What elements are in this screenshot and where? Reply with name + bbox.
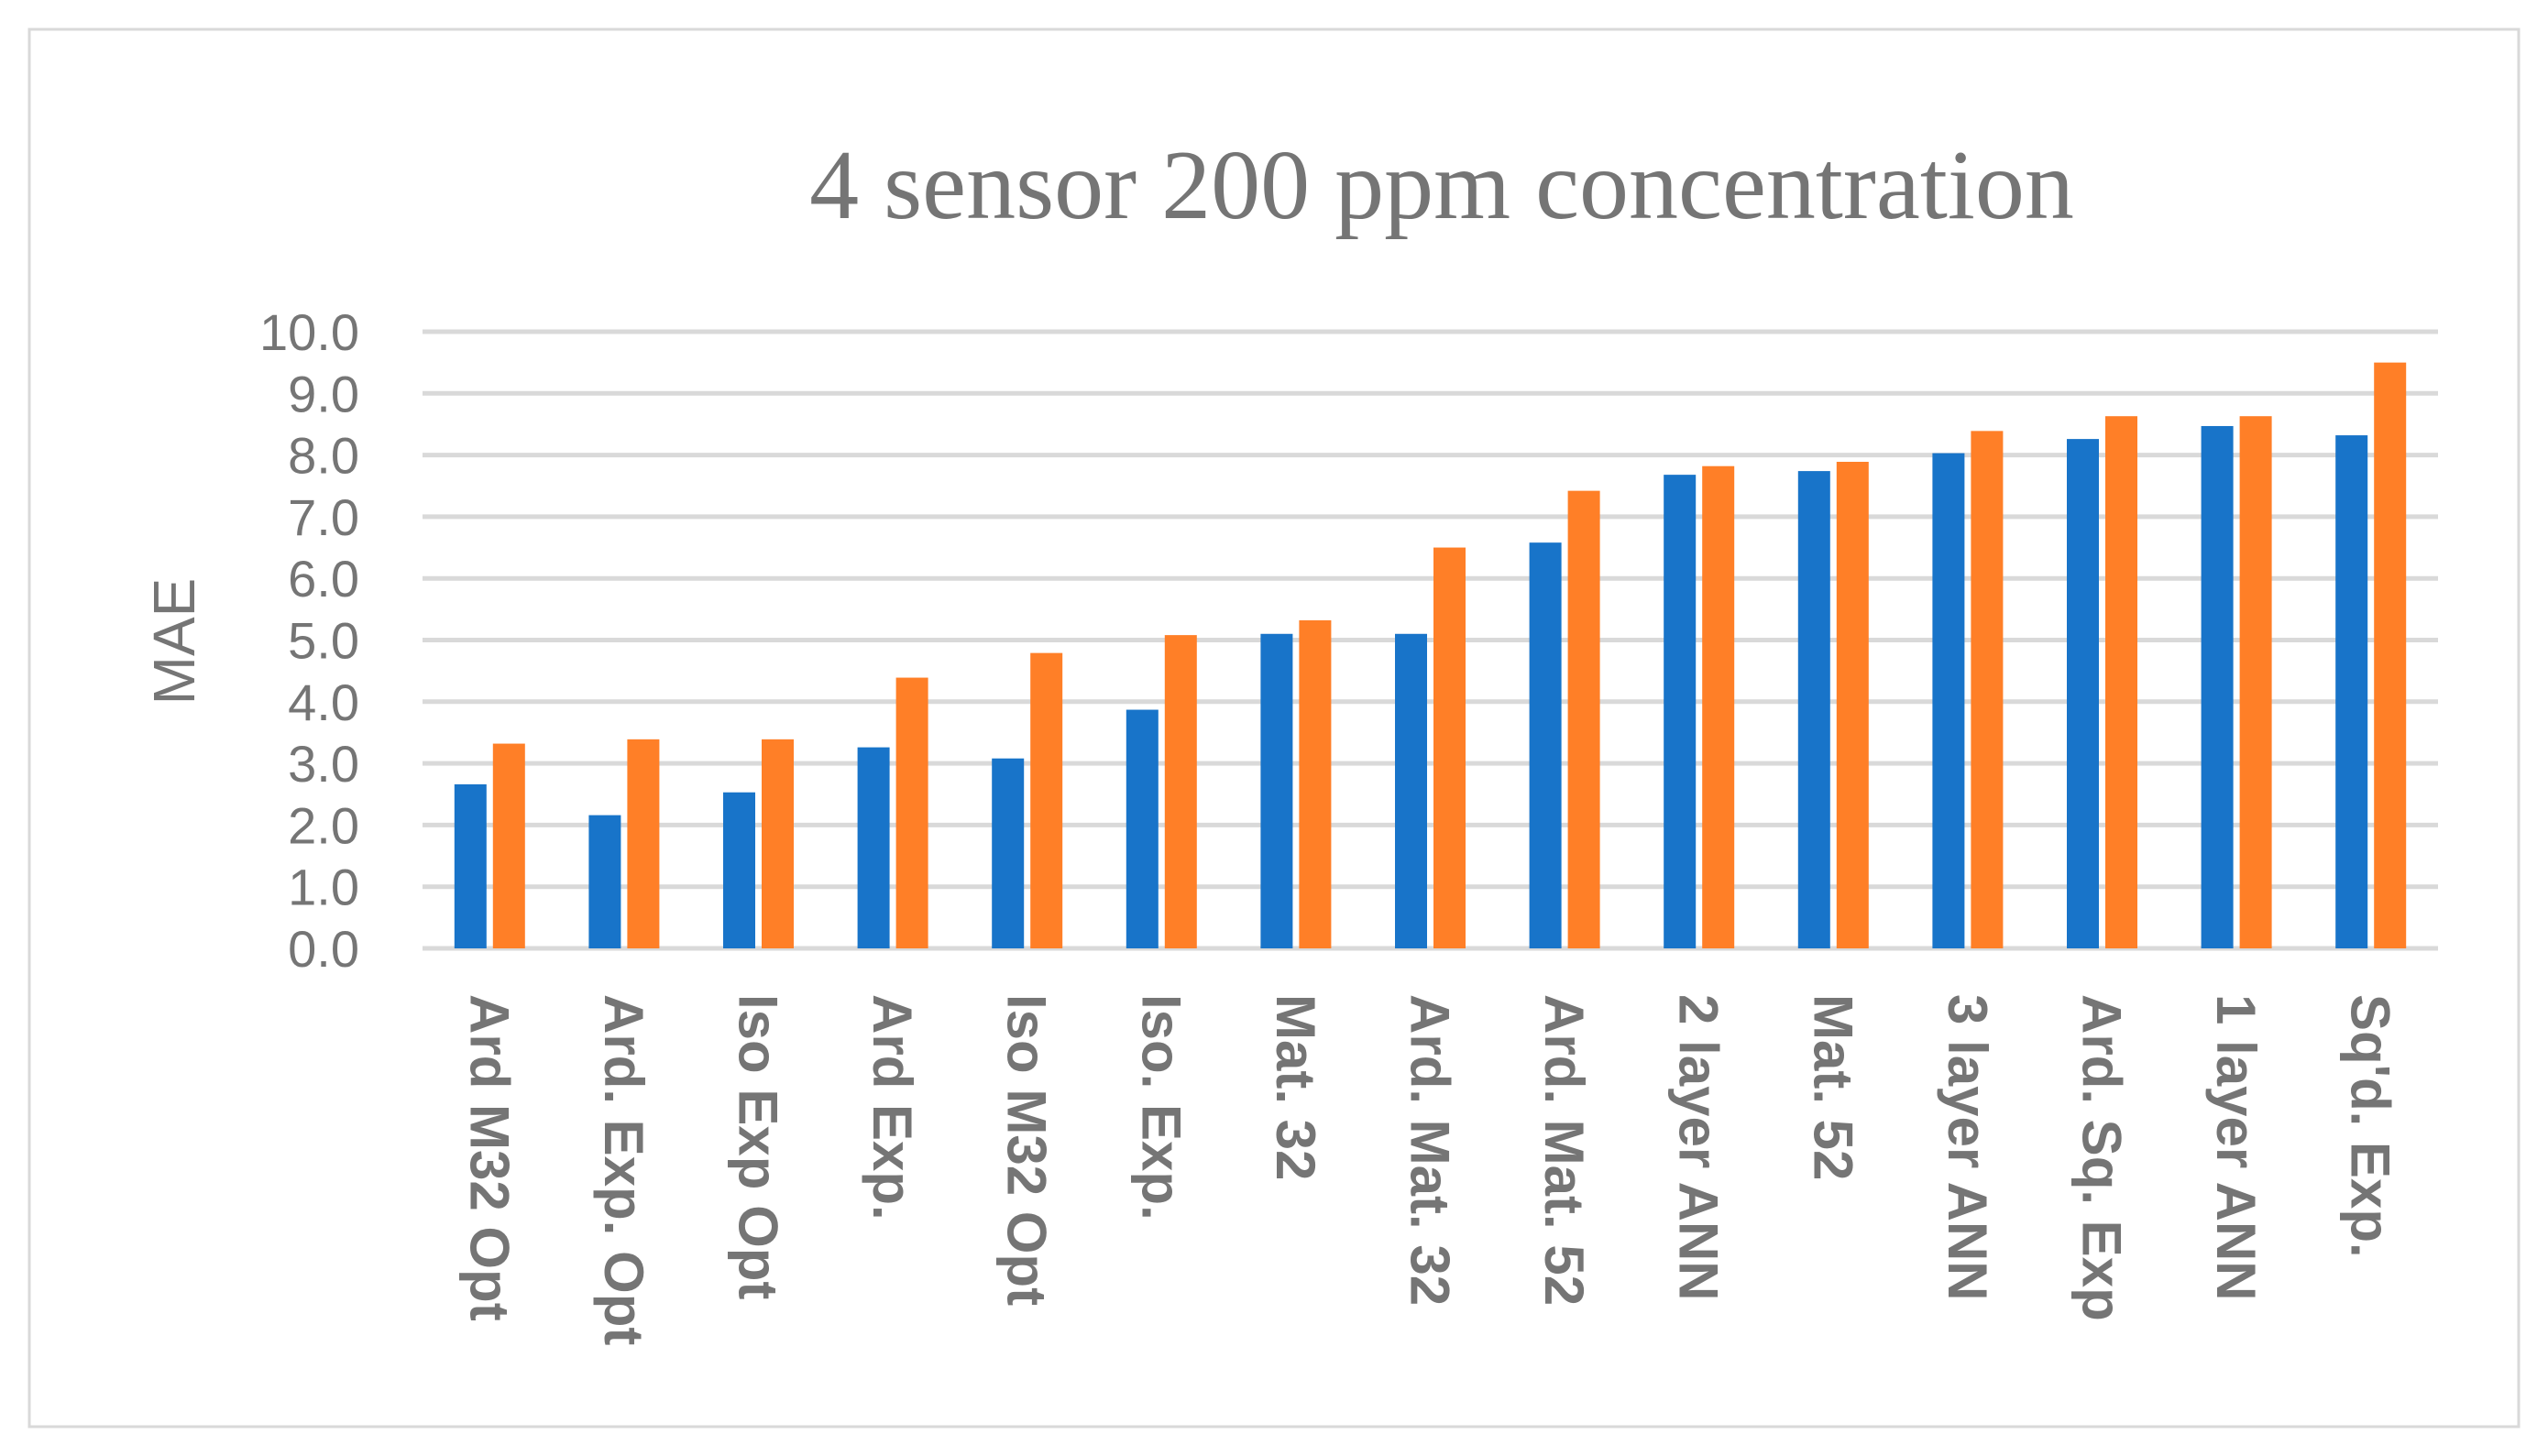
y-tick-label: 1.0 (288, 859, 359, 916)
bar-series-1 (1126, 709, 1159, 948)
x-tick-label: Sq'd. Exp. (2340, 994, 2401, 1258)
bar-series-2 (1567, 490, 1600, 948)
bar-series-1 (1797, 471, 1830, 948)
y-tick-label: 9.0 (288, 365, 359, 422)
bar-series-2 (895, 677, 928, 948)
bar-series-2 (492, 743, 525, 948)
y-tick-label: 4.0 (288, 673, 359, 731)
bar-series-1 (992, 758, 1025, 948)
x-tick-label: Ard. Exp. Opt (593, 994, 654, 1345)
x-tick-label: Ard. Sq. Exp (2071, 994, 2133, 1321)
bar-series-1 (588, 815, 621, 948)
bar-series-2 (1433, 547, 1466, 948)
bar-series-2 (1299, 619, 1332, 948)
bar-series-2 (1971, 431, 2004, 948)
chart-title: 4 sensor 200 ppm concentration (809, 131, 2074, 240)
y-tick-label: 5.0 (288, 612, 359, 670)
bar-series-2 (2239, 416, 2272, 948)
bar-series-1 (1529, 542, 1562, 948)
y-tick-label: 0.0 (288, 920, 359, 978)
y-tick-label: 8.0 (288, 427, 359, 485)
y-tick-label: 2.0 (288, 796, 359, 854)
bar-series-2 (627, 739, 660, 948)
x-tick-label: Mat. 32 (1265, 994, 1326, 1180)
y-tick-label: 6.0 (288, 550, 359, 608)
bar-series-1 (2201, 425, 2234, 948)
y-axis-label: MAE (141, 578, 207, 706)
y-tick-label: 3.0 (288, 735, 359, 793)
bar-series-2 (2374, 362, 2407, 948)
bar-series-1 (1395, 633, 1427, 948)
x-tick-label: 2 layer ANN (1668, 994, 1730, 1301)
x-tick-label: Ard. Mat. 32 (1400, 994, 1461, 1306)
bar-series-2 (1836, 462, 1869, 948)
bar-series-1 (857, 747, 890, 948)
x-tick-label: 1 layer ANN (2205, 994, 2267, 1301)
x-tick-label: Ard. Mat. 52 (1533, 994, 1595, 1306)
bar-series-2 (1702, 465, 1735, 948)
bar-series-1 (454, 783, 487, 948)
bar-series-1 (2067, 439, 2099, 948)
bar-series-2 (762, 739, 794, 948)
x-tick-label: Ard M32 Opt (458, 994, 520, 1321)
x-tick-label: 3 layer ANN (1937, 994, 1998, 1301)
x-tick-label: Ard Exp. (862, 994, 923, 1221)
bar-series-2 (2105, 416, 2137, 948)
x-tick-label: Iso Exp Opt (728, 994, 789, 1299)
x-tick-label: Iso. Exp. (1130, 994, 1192, 1221)
y-tick-label: 7.0 (288, 488, 359, 546)
x-tick-label: Mat. 52 (1802, 994, 1863, 1180)
bar-series-2 (1164, 635, 1197, 948)
y-tick-label: 10.0 (259, 303, 359, 361)
bar-series-1 (2335, 435, 2368, 949)
bar-series-1 (723, 792, 755, 948)
bar-series-1 (1260, 633, 1293, 948)
bar-series-2 (1030, 652, 1063, 948)
bar-series-1 (1932, 453, 1965, 948)
x-tick-label: Iso M32 Opt (996, 994, 1058, 1306)
bar-series-1 (1664, 475, 1697, 948)
